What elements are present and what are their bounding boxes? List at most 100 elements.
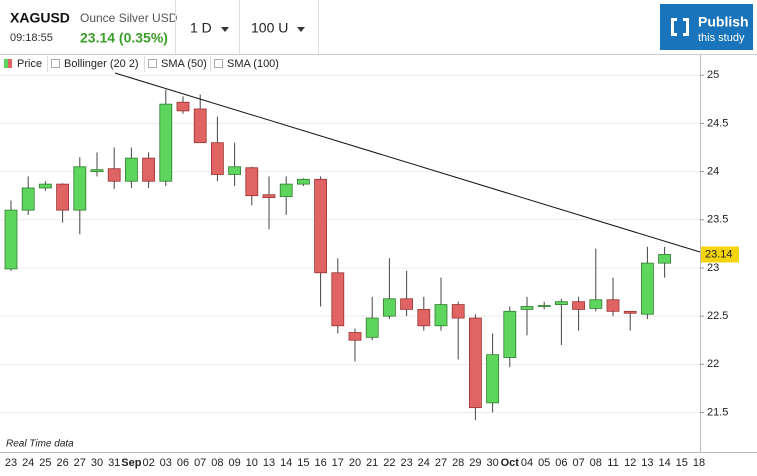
x-tick-label: 17 [332, 457, 344, 469]
y-tick-label: 22.5 [707, 310, 728, 322]
x-tick-label: 27 [435, 457, 447, 469]
x-tick-label: 14 [658, 457, 670, 469]
candle-body [348, 332, 362, 341]
candle-body [555, 301, 568, 305]
candle-body [90, 169, 104, 172]
legend-item: SMA (50) [161, 58, 207, 70]
legend-checkbox[interactable] [148, 59, 157, 68]
count-select[interactable]: 100 U [251, 20, 305, 36]
x-tick-label: 08 [211, 457, 223, 469]
dropdown-arrow [297, 27, 305, 32]
x-tick-label: 30 [91, 457, 103, 469]
legend-item: SMA (100) [227, 58, 279, 70]
candle-body [210, 142, 224, 175]
candle-body [39, 183, 52, 189]
x-tick-label: 23 [5, 457, 17, 469]
symbol: XAGUSD [10, 10, 70, 26]
x-tick-label: 09 [228, 457, 240, 469]
dropdown-arrow [221, 27, 229, 32]
x-tick-label: 26 [56, 457, 68, 469]
x-tick-label: 22 [383, 457, 395, 469]
x-tick-label: 13 [641, 457, 653, 469]
x-tick-label: 06 [177, 457, 189, 469]
y-tick-label: 24.5 [707, 117, 728, 129]
y-tick-label: 25 [707, 69, 719, 81]
x-tick-label: 25 [39, 457, 51, 469]
candle-body [486, 354, 500, 404]
legend-checkbox[interactable] [214, 59, 223, 68]
x-tick-label: 08 [590, 457, 602, 469]
x-tick-label: 28 [452, 457, 464, 469]
x-tick-label: Oct [501, 457, 520, 469]
candle-body [125, 157, 138, 182]
x-tick-label: Sep [121, 457, 141, 469]
candle-body [503, 310, 517, 358]
x-tick-label: 31 [108, 457, 120, 469]
x-tick-label: 07 [572, 457, 584, 469]
x-tick-label: 30 [486, 457, 498, 469]
candle-body [331, 272, 345, 327]
legend: Price Bollinger (20 2) SMA (50) SMA (100… [4, 56, 279, 72]
trend-line [114, 72, 701, 253]
candle-body [365, 317, 379, 338]
x-tick-label: 11 [607, 457, 618, 469]
y-tick-label: 23 [707, 262, 719, 274]
candle-body [228, 166, 242, 175]
y-tick-label: 23.5 [707, 214, 728, 226]
candle-body [296, 178, 310, 185]
publish-label[interactable]: Publish [698, 14, 749, 30]
x-tick-label: 24 [22, 457, 34, 469]
x-tick-label: 03 [160, 457, 172, 469]
candle-body [468, 317, 482, 409]
x-tick-label: 06 [555, 457, 567, 469]
interval[interactable]: 1 D [190, 20, 212, 36]
candle-body [606, 299, 620, 312]
candle-body [417, 308, 431, 327]
x-tick-label: 05 [538, 457, 550, 469]
publish-button[interactable]: Publish this study [660, 4, 753, 50]
x-tick-label: 20 [349, 457, 361, 469]
x-tick-label: 12 [624, 457, 636, 469]
candle-body [314, 178, 328, 274]
candle-body [159, 103, 173, 182]
candle-body [641, 262, 654, 315]
price-tag-bg [701, 246, 739, 263]
candle-body [451, 304, 465, 319]
candle-body [176, 101, 190, 112]
candle-body [658, 254, 671, 264]
count[interactable]: 100 U [251, 20, 288, 36]
y-tick-label: 22 [707, 358, 719, 370]
candle-body [520, 306, 534, 310]
x-tick-label: 23 [400, 457, 412, 469]
x-tick-label: 13 [263, 457, 275, 469]
candle-body [142, 157, 156, 182]
candle-body [193, 108, 207, 144]
candle-body [245, 167, 259, 197]
candle-body [4, 209, 18, 270]
candle-body [21, 187, 35, 211]
description: Ounce Silver USD [80, 11, 178, 25]
legend-item: Price [17, 58, 42, 70]
y-tick-label: 24 [707, 166, 719, 178]
x-tick-label: 10 [246, 457, 258, 469]
publish-sub[interactable]: this study [698, 32, 745, 44]
plot [0, 74, 700, 421]
x-tick-label: 21 [366, 457, 378, 469]
price-tag: 23.14 [705, 248, 733, 260]
x-tick-label: 16 [314, 457, 326, 469]
interval-select[interactable]: 1 D [190, 20, 229, 36]
candle-body [262, 194, 276, 199]
legend-item: Bollinger (20 2) [64, 58, 139, 70]
x-tick-label: 04 [521, 457, 533, 469]
publish-bg[interactable] [660, 4, 753, 50]
candle-body [623, 310, 637, 314]
y-tick-label: 21.5 [707, 406, 728, 418]
candle-body [73, 166, 87, 211]
x-tick-label: 24 [418, 457, 430, 469]
candle-body [107, 168, 121, 182]
legend-checkbox[interactable] [51, 59, 60, 68]
x-tick-label: 07 [194, 457, 206, 469]
legend-swatch-down [8, 59, 12, 68]
